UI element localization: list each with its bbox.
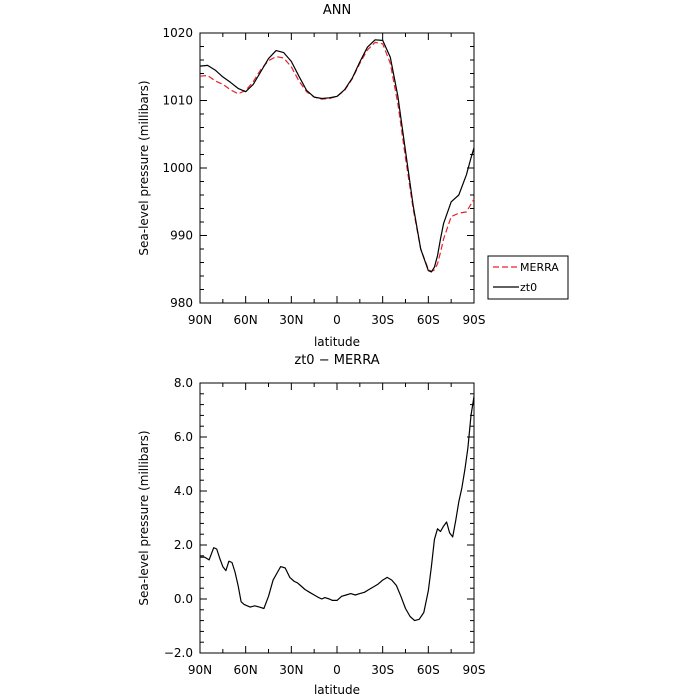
- x-tick-labels: 90N 60N 30N 0 30S 60S 90S: [188, 663, 486, 677]
- x-tick-label: 60S: [417, 663, 440, 677]
- legend-label-merra: MERRA: [520, 261, 559, 274]
- chart-title: zt0 − MERRA: [294, 353, 379, 368]
- y-tick-label: −2.0: [164, 646, 193, 660]
- axis-ticks: [199, 32, 475, 304]
- x-tick-label: 30N: [279, 663, 303, 677]
- y-tick-label: 1020: [162, 26, 193, 40]
- legend-box: [487, 255, 569, 300]
- plot-frame: [199, 382, 475, 654]
- y-tick-label: 980: [170, 296, 193, 310]
- x-tick-label: 30S: [371, 313, 394, 327]
- legend: MERRA zt0: [487, 255, 569, 300]
- y-tick-label: 0.0: [174, 592, 193, 606]
- chart-title: ANN: [323, 3, 351, 18]
- x-tick-label: 90S: [463, 663, 486, 677]
- x-tick-label: 30S: [371, 663, 394, 677]
- panel-annual-slp: ANN 90N 60N 30N 0 30S 60S 90S 980 990 1000 1010 10…: [137, 3, 569, 349]
- x-tick-label: 0: [333, 313, 341, 327]
- y-tick-label: 6.0: [174, 430, 193, 444]
- x-tick-label: 90N: [188, 663, 212, 677]
- y-tick-label: 2.0: [174, 538, 193, 552]
- y-tick-label: 8.0: [174, 376, 193, 390]
- series-line-difference: [200, 396, 475, 622]
- series-lines: [199, 39, 475, 273]
- series-line-merra: [199, 41, 475, 272]
- legend-label-zt0: zt0: [520, 281, 537, 294]
- y-tick-labels: 980 990 1000 1010 1020: [162, 26, 193, 310]
- x-tick-label: 0: [333, 663, 341, 677]
- series-line-zt0: [199, 39, 475, 273]
- x-tick-label: 60S: [417, 313, 440, 327]
- x-tick-label: 90N: [188, 313, 212, 327]
- x-tick-label: 60N: [234, 663, 258, 677]
- y-tick-label: 1010: [162, 94, 193, 108]
- plot-frame: [199, 32, 475, 304]
- x-tick-label: 60N: [234, 313, 258, 327]
- x-axis-label: latitude: [314, 335, 360, 349]
- y-tick-label: 4.0: [174, 484, 193, 498]
- y-axis-label: Sea-level pressure (millibars): [137, 80, 151, 255]
- axis-ticks: [199, 382, 475, 654]
- y-axis-label: Sea-level pressure (millibars): [137, 430, 151, 605]
- x-tick-label: 90S: [463, 313, 486, 327]
- series-lines: [200, 396, 475, 622]
- panel-difference-slp: zt0 − MERRA 90N 60N 30N 0 30S 60S 90S −2.0 0.0 2…: [137, 353, 485, 697]
- x-tick-label: 30N: [279, 313, 303, 327]
- y-tick-label: 990: [170, 229, 193, 243]
- y-tick-label: 1000: [162, 161, 193, 175]
- x-tick-labels: 90N 60N 30N 0 30S 60S 90S: [188, 313, 486, 327]
- x-axis-label: latitude: [314, 683, 360, 697]
- y-tick-labels: −2.0 0.0 2.0 4.0 6.0 8.0: [164, 376, 193, 660]
